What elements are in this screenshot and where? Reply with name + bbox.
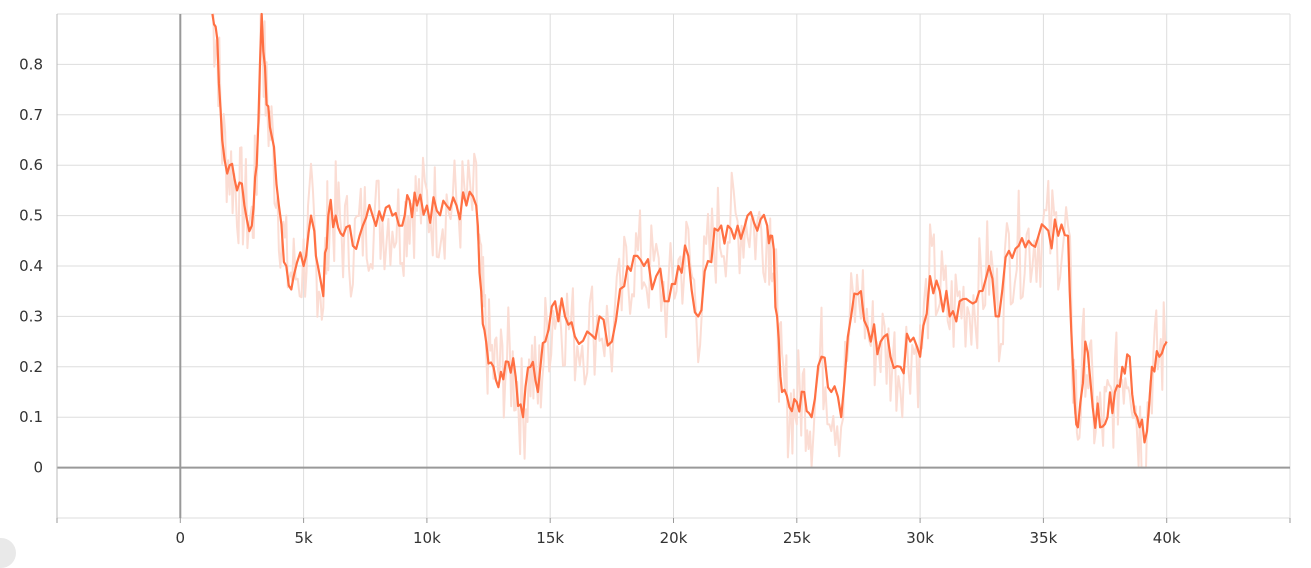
x-tick-label: 20k (660, 529, 688, 547)
tick-labels: 0 5k 10k 15k 20k 25k 30k 35k 40k 0 0.1 0.2 0.3 0.4 0.5… (19, 55, 1181, 547)
y-tick-label: 0 (33, 459, 43, 477)
y-tick-label: 0.4 (19, 257, 43, 275)
grid-lines (56, 13, 1291, 519)
axes (56, 14, 1291, 523)
x-tick-label: 30k (906, 529, 934, 547)
x-tick-label: 0 (176, 529, 186, 547)
x-tick-label: 25k (783, 529, 811, 547)
smoothed-series-line (211, 12, 1168, 444)
x-tick-label: 40k (1153, 529, 1181, 547)
x-tick-label: 15k (536, 529, 564, 547)
line-chart: 0 5k 10k 15k 20k 25k 30k 35k 40k 0 0.1 0.2 0.3 0.4 0.5… (19, 12, 1291, 547)
y-tick-label: 0.7 (19, 106, 43, 124)
y-tick-label: 0.2 (19, 358, 43, 376)
raw-series-layer (211, 13, 1167, 469)
smoothed-series-layer (211, 12, 1168, 444)
raw-series-line (211, 13, 1167, 469)
x-tick-label: 5k (294, 529, 313, 547)
y-tick-label: 0.8 (19, 55, 43, 73)
y-tick-label: 0.1 (19, 408, 43, 426)
y-tick-label: 0.3 (19, 307, 43, 325)
x-tick-label: 35k (1030, 529, 1058, 547)
y-tick-label: 0.5 (19, 207, 43, 225)
x-tick-label: 10k (413, 529, 441, 547)
y-tick-label: 0.6 (19, 156, 43, 174)
